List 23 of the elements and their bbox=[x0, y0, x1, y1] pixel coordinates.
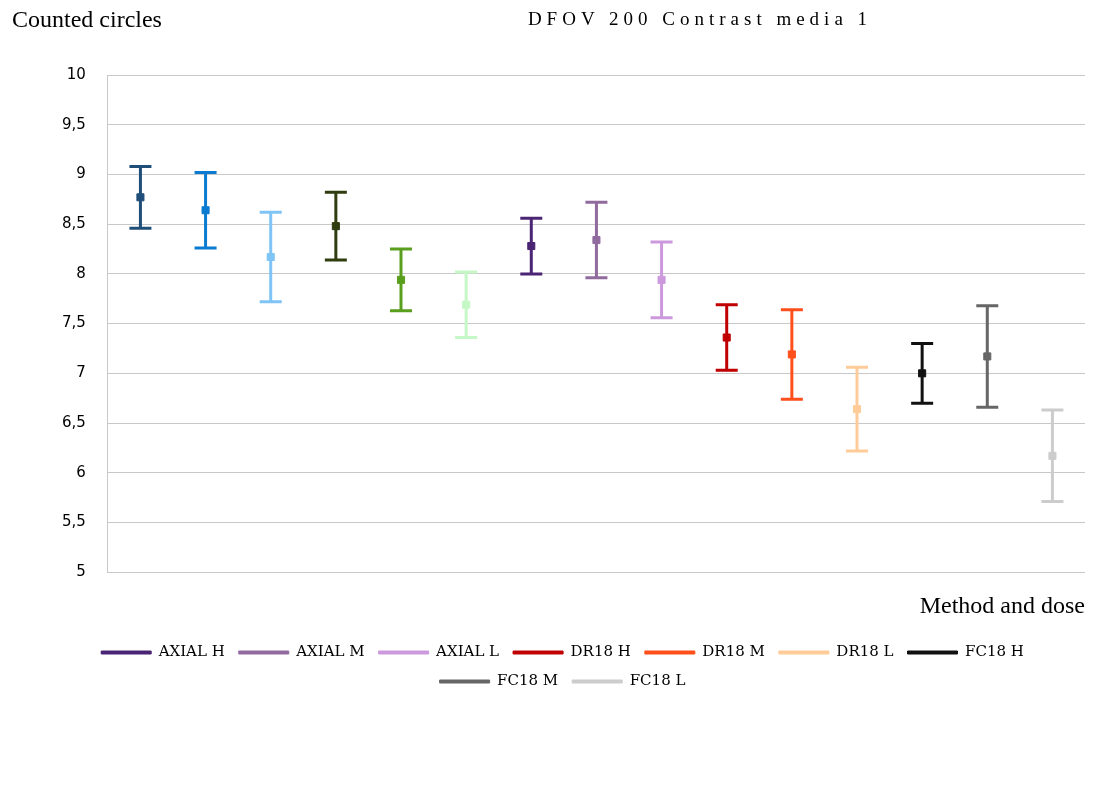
y-tick-label: 9,5 bbox=[62, 114, 86, 133]
legend-label: FC18 M bbox=[497, 671, 559, 690]
y-tick-label: 6,5 bbox=[62, 412, 86, 431]
y-tick-label: 7 bbox=[76, 363, 86, 382]
y-tick-label: 7,5 bbox=[62, 313, 86, 332]
legend-label: AXIAL H bbox=[157, 642, 225, 661]
y-tick-label: 10 bbox=[66, 64, 86, 83]
y-axis-title: Counted circles bbox=[12, 6, 162, 33]
y-tick-label: 5 bbox=[76, 562, 86, 581]
legend-label: AXIAL M bbox=[295, 642, 365, 661]
x-axis-title: Method and dose bbox=[919, 591, 1085, 618]
y-tick-label: 5,5 bbox=[62, 512, 86, 531]
y-tick-label: 6 bbox=[76, 462, 86, 481]
y-tick-label: 8,5 bbox=[62, 214, 86, 233]
legend-label: FC18 H bbox=[965, 642, 1024, 661]
legend-label: DR18 M bbox=[702, 642, 765, 661]
legend-label: DR18 H bbox=[570, 642, 631, 661]
legend-label: FC18 L bbox=[629, 671, 686, 690]
y-tick-label: 9 bbox=[76, 164, 86, 183]
y-tick-label: 8 bbox=[76, 263, 86, 282]
legend-label: DR18 L bbox=[836, 642, 894, 661]
chart-title: DFOV 200 Contrast media 1 bbox=[526, 8, 874, 30]
legend-label: AXIAL L bbox=[435, 642, 500, 661]
